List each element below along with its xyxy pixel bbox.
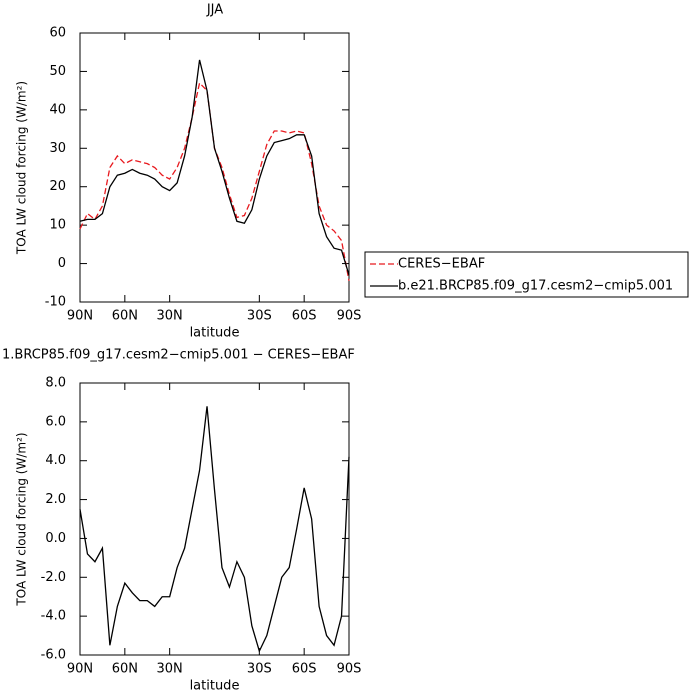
plot-frame [79,32,350,303]
y-tick-label: 30 [49,141,66,156]
y-tick-label: 0 [58,256,66,271]
x-tick-label: 30S [247,309,272,324]
x-tick-label: 60S [292,662,317,677]
x-tick-label: 60N [112,309,138,324]
y-tick-label: -10 [45,295,66,310]
y-tick-label: 4.0 [45,453,66,468]
y-tick-label: 20 [49,179,66,194]
y-tick-label: -4.0 [41,609,66,624]
y-tick-label: 50 [49,64,66,79]
y-axis-label: TOA LW cloud forcing (W/m²) [15,432,29,606]
x-tick-label: 90S [337,309,362,324]
series-line [79,81,350,281]
y-tick-label: 2.0 [45,492,66,507]
legend-label: b.e21.BRCP85.f09_g17.cesm2−cmip5.001 [398,279,673,294]
y-tick-label: -2.0 [41,570,66,585]
y-tick-label: -6.0 [41,648,66,663]
y-tick-label: 0.0 [45,531,66,546]
plot-frame [79,382,350,656]
x-tick-label: 30N [157,662,183,677]
y-tick-label: 60 [49,26,66,41]
y-axis-label: TOA LW cloud forcing (W/m²) [15,81,29,255]
chart-title: JJA [206,3,223,18]
y-tick-label: 6.0 [45,414,66,429]
series-line [79,406,350,653]
x-tick-label: 90N [67,309,93,324]
x-tick-label: 30S [247,662,272,677]
y-tick-label: 10 [49,218,66,233]
x-axis-label: latitude [190,679,240,694]
series-line [79,59,350,276]
x-tick-label: 60S [292,309,317,324]
x-tick-label: 60N [112,662,138,677]
x-tick-label: 90S [337,662,362,677]
y-tick-label: 40 [49,102,66,117]
legend-label: CERES−EBAF [398,257,485,272]
x-tick-label: 30N [157,309,183,324]
chart-title: 1.BRCP85.f09_g17.cesm2−cmip5.001 − CERES… [2,348,355,363]
x-axis-label: latitude [190,326,240,341]
legend-box [364,251,689,298]
x-tick-label: 90N [67,662,93,677]
y-tick-label: 8.0 [45,376,66,391]
